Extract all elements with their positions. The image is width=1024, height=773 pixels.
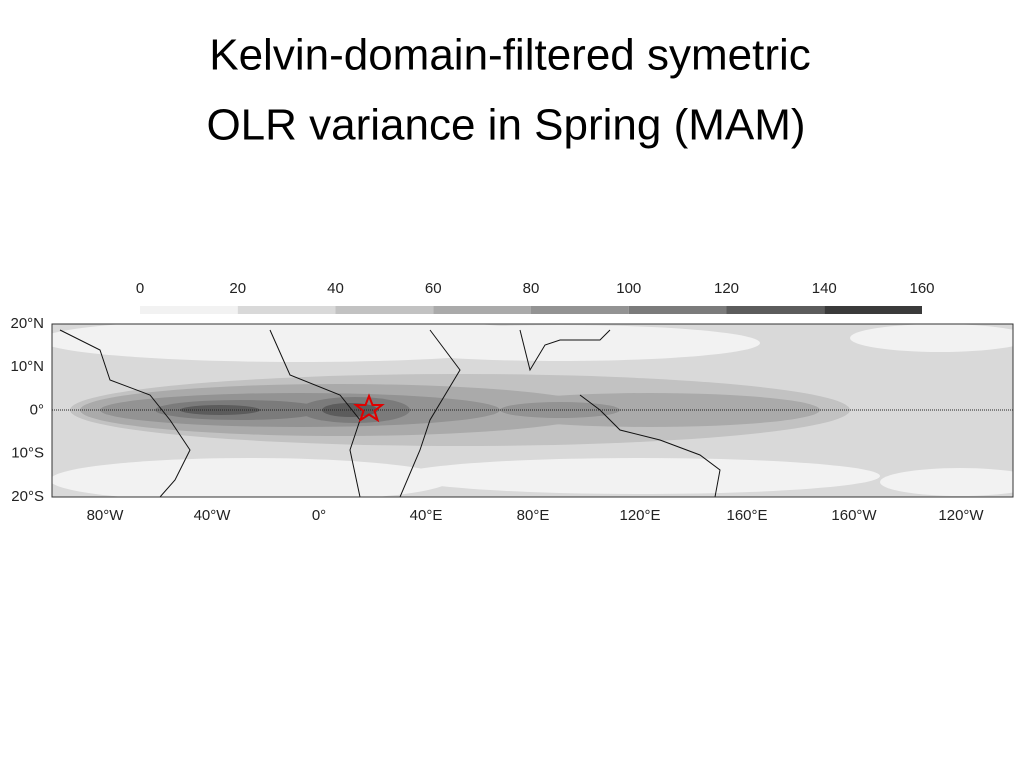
- colorbar-segment: [335, 306, 434, 314]
- contour: [360, 325, 760, 361]
- title-line: Kelvin-domain-filtered symetric: [209, 31, 811, 80]
- lat-label: 10°N: [10, 358, 44, 375]
- colorbar-label: 60: [425, 280, 442, 297]
- colorbar-label: 80: [523, 280, 540, 297]
- title-line: OLR variance in Spring (MAM): [206, 101, 805, 150]
- lat-label: 20°S: [11, 488, 44, 505]
- colorbar-segment: [140, 306, 238, 314]
- lon-label: 80°W: [87, 507, 125, 524]
- colorbar-segment: [726, 306, 825, 314]
- colorbar-segment: [433, 306, 531, 314]
- contour: [880, 468, 1013, 496]
- lat-label: 10°S: [11, 445, 44, 462]
- marker-star: [353, 393, 385, 423]
- contours: [52, 324, 1013, 497]
- lon-label: 80°E: [517, 507, 550, 524]
- lon-label: 40°E: [410, 507, 443, 524]
- colorbar-segment: [824, 306, 922, 314]
- colorbar-label: 20: [229, 280, 246, 297]
- lon-label: 120°W: [938, 507, 984, 524]
- lon-label: 120°E: [619, 507, 660, 524]
- colorbar-label: 0: [136, 280, 144, 297]
- contour: [52, 458, 450, 497]
- colorbar-label: 120: [714, 280, 739, 297]
- lat-label: 20°N: [10, 315, 44, 332]
- colorbar-segment: [237, 306, 336, 314]
- lon-label: 160°E: [726, 507, 767, 524]
- contour: [400, 458, 880, 494]
- lon-label: 160°W: [831, 507, 877, 524]
- colorbar-segment: [531, 306, 629, 314]
- coastline: [519, 329, 611, 372]
- coastline: [59, 329, 191, 497]
- lat-label: 0°: [30, 401, 44, 418]
- map: [51, 323, 1014, 498]
- lon-label: 0°: [312, 507, 326, 524]
- colorbar-label: 40: [327, 280, 344, 297]
- lon-label: 40°W: [194, 507, 232, 524]
- colorbar-segment: [628, 306, 727, 314]
- contour: [850, 324, 1013, 352]
- colorbar-label: 140: [812, 280, 837, 297]
- coastline: [269, 329, 461, 497]
- colorbar-label: 100: [616, 280, 641, 297]
- colorbar-label: 160: [909, 280, 934, 297]
